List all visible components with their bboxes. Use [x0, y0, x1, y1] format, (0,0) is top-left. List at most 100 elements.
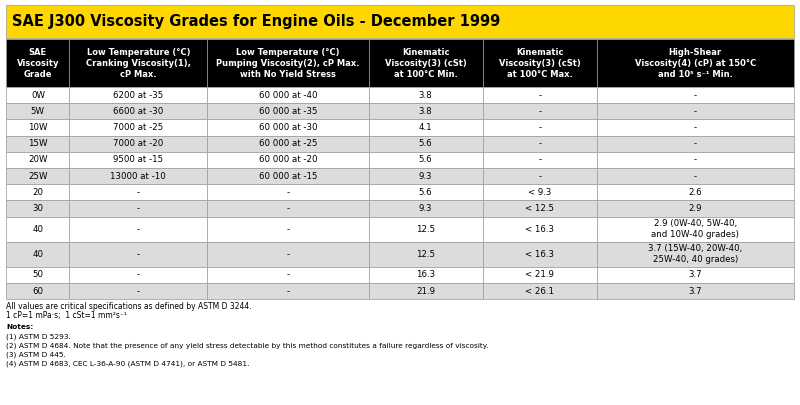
FancyBboxPatch shape: [70, 217, 207, 242]
Text: 50: 50: [32, 271, 43, 279]
Text: 60 000 at -20: 60 000 at -20: [258, 156, 317, 164]
FancyBboxPatch shape: [482, 103, 597, 119]
Text: 40: 40: [32, 225, 43, 234]
Text: 40: 40: [32, 250, 43, 259]
Text: < 16.3: < 16.3: [526, 250, 554, 259]
FancyBboxPatch shape: [207, 184, 369, 200]
Text: 30: 30: [32, 204, 43, 213]
Text: 3.7 (15W-40, 20W-40,
25W-40, 40 grades): 3.7 (15W-40, 20W-40, 25W-40, 40 grades): [648, 244, 742, 264]
FancyBboxPatch shape: [207, 136, 369, 152]
FancyBboxPatch shape: [369, 168, 482, 184]
FancyBboxPatch shape: [70, 168, 207, 184]
Text: 20: 20: [32, 188, 43, 197]
Text: 7000 at -20: 7000 at -20: [113, 139, 163, 148]
Text: -: -: [538, 139, 542, 148]
Text: 7000 at -25: 7000 at -25: [113, 123, 163, 132]
Text: 15W: 15W: [28, 139, 48, 148]
FancyBboxPatch shape: [369, 136, 482, 152]
Text: 20W: 20W: [28, 156, 48, 164]
Text: 60 000 at -30: 60 000 at -30: [258, 123, 317, 132]
Text: -: -: [137, 204, 140, 213]
FancyBboxPatch shape: [70, 119, 207, 136]
FancyBboxPatch shape: [207, 200, 369, 217]
FancyBboxPatch shape: [369, 242, 482, 267]
FancyBboxPatch shape: [6, 119, 70, 136]
FancyBboxPatch shape: [6, 267, 70, 283]
Text: 4.1: 4.1: [418, 123, 432, 132]
FancyBboxPatch shape: [207, 39, 369, 87]
FancyBboxPatch shape: [482, 119, 597, 136]
FancyBboxPatch shape: [482, 200, 597, 217]
FancyBboxPatch shape: [70, 136, 207, 152]
Text: All values are critical specifications as defined by ASTM D 3244.: All values are critical specifications a…: [6, 302, 252, 311]
FancyBboxPatch shape: [6, 39, 70, 87]
FancyBboxPatch shape: [597, 119, 794, 136]
Text: 3.7: 3.7: [688, 287, 702, 296]
FancyBboxPatch shape: [597, 283, 794, 299]
FancyBboxPatch shape: [6, 200, 70, 217]
FancyBboxPatch shape: [6, 87, 70, 103]
FancyBboxPatch shape: [6, 103, 70, 119]
FancyBboxPatch shape: [70, 87, 207, 103]
Text: -: -: [137, 271, 140, 279]
FancyBboxPatch shape: [369, 119, 482, 136]
FancyBboxPatch shape: [597, 136, 794, 152]
FancyBboxPatch shape: [6, 168, 70, 184]
Text: 5.6: 5.6: [418, 188, 432, 197]
FancyBboxPatch shape: [207, 168, 369, 184]
FancyBboxPatch shape: [482, 242, 597, 267]
Text: 12.5: 12.5: [416, 225, 435, 234]
Text: < 16.3: < 16.3: [526, 225, 554, 234]
Text: 9.3: 9.3: [419, 204, 432, 213]
Text: Kinematic
Viscosity(3) (cSt)
at 100°C Min.: Kinematic Viscosity(3) (cSt) at 100°C Mi…: [385, 47, 466, 79]
FancyBboxPatch shape: [597, 87, 794, 103]
Text: -: -: [286, 271, 290, 279]
Text: 5.6: 5.6: [418, 139, 432, 148]
FancyBboxPatch shape: [597, 103, 794, 119]
FancyBboxPatch shape: [597, 184, 794, 200]
Text: -: -: [538, 91, 542, 100]
FancyBboxPatch shape: [369, 184, 482, 200]
Text: 5W: 5W: [31, 107, 45, 116]
Text: 5.6: 5.6: [418, 156, 432, 164]
Text: (3) ASTM D 445.: (3) ASTM D 445.: [6, 352, 66, 358]
FancyBboxPatch shape: [482, 217, 597, 242]
Text: 60 000 at -40: 60 000 at -40: [258, 91, 317, 100]
FancyBboxPatch shape: [6, 242, 70, 267]
FancyBboxPatch shape: [369, 283, 482, 299]
FancyBboxPatch shape: [6, 217, 70, 242]
FancyBboxPatch shape: [482, 152, 597, 168]
Text: 60 000 at -15: 60 000 at -15: [258, 172, 317, 181]
FancyBboxPatch shape: [597, 267, 794, 283]
Text: -: -: [538, 156, 542, 164]
Text: < 12.5: < 12.5: [526, 204, 554, 213]
Text: Low Temperature (°C)
Cranking Viscosity(1),
cP Max.: Low Temperature (°C) Cranking Viscosity(…: [86, 47, 190, 79]
Text: SAE J300 Viscosity Grades for Engine Oils - December 1999: SAE J300 Viscosity Grades for Engine Oil…: [12, 14, 500, 29]
Text: 2.6: 2.6: [688, 188, 702, 197]
FancyBboxPatch shape: [70, 39, 207, 87]
FancyBboxPatch shape: [597, 152, 794, 168]
Text: 60: 60: [32, 287, 43, 296]
FancyBboxPatch shape: [482, 87, 597, 103]
Text: 2.9 (0W-40, 5W-40,
and 10W-40 grades): 2.9 (0W-40, 5W-40, and 10W-40 grades): [651, 219, 739, 239]
Text: -: -: [694, 123, 697, 132]
Text: < 26.1: < 26.1: [526, 287, 554, 296]
FancyBboxPatch shape: [482, 168, 597, 184]
Text: -: -: [694, 107, 697, 116]
Text: (1) ASTM D 5293.: (1) ASTM D 5293.: [6, 334, 71, 340]
Text: -: -: [137, 287, 140, 296]
Text: 3.8: 3.8: [418, 107, 432, 116]
Text: Notes:: Notes:: [6, 324, 34, 330]
Text: (2) ASTM D 4684. Note that the presence of any yield stress detectable by this m: (2) ASTM D 4684. Note that the presence …: [6, 343, 489, 349]
FancyBboxPatch shape: [597, 39, 794, 87]
Text: 10W: 10W: [28, 123, 48, 132]
Text: < 9.3: < 9.3: [528, 188, 551, 197]
Text: 9500 at -15: 9500 at -15: [113, 156, 163, 164]
FancyBboxPatch shape: [482, 136, 597, 152]
FancyBboxPatch shape: [70, 152, 207, 168]
FancyBboxPatch shape: [207, 103, 369, 119]
FancyBboxPatch shape: [207, 87, 369, 103]
FancyBboxPatch shape: [70, 103, 207, 119]
Text: 13000 at -10: 13000 at -10: [110, 172, 166, 181]
FancyBboxPatch shape: [6, 136, 70, 152]
